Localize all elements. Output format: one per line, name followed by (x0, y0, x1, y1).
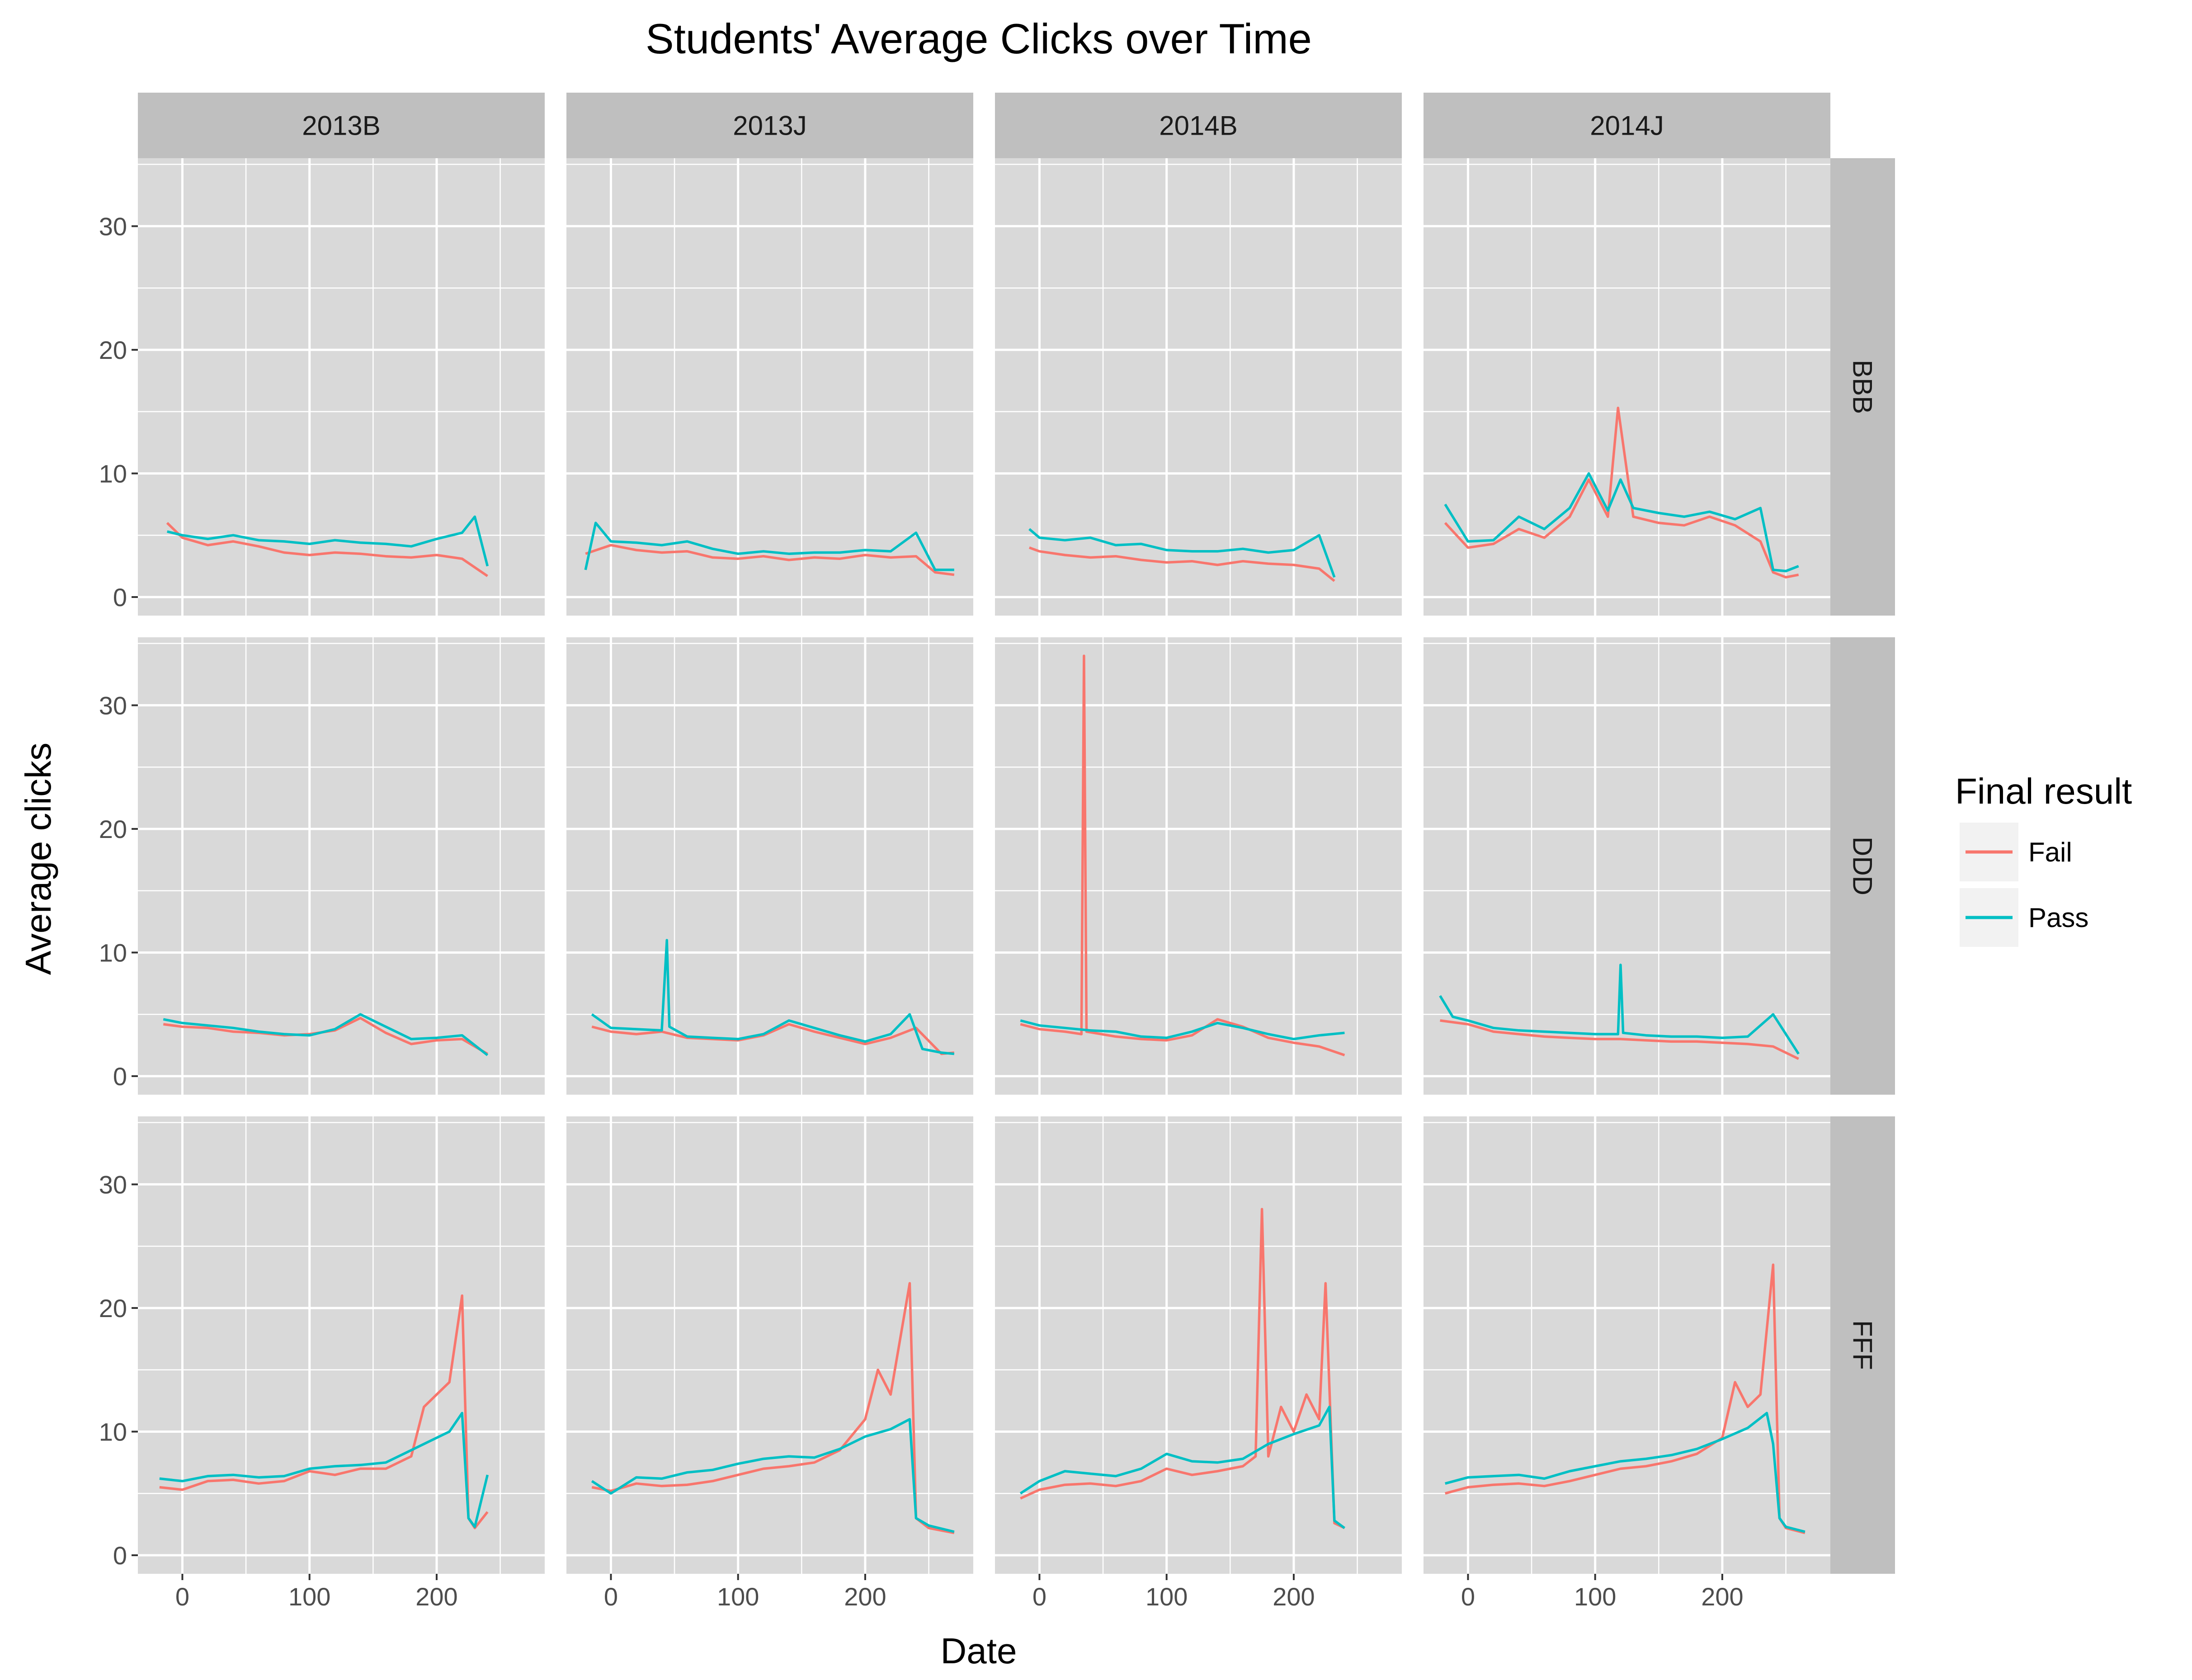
panel-fff-2014b (995, 1116, 1402, 1574)
x-tick-label: 0 (604, 1582, 618, 1611)
column-strip-label-2014j: 2014J (1590, 111, 1664, 141)
series-line-fail-bbb-2014b (1028, 546, 1335, 582)
series-line-fail-bbb-2013j (585, 544, 955, 576)
series-line-fail-fff-2013b (159, 1294, 489, 1529)
y-tick-label: 10 (99, 938, 127, 967)
series-line-pass-fff-2013j (591, 1418, 955, 1533)
series-line-fail-bbb-2014j (1444, 406, 1799, 579)
series-line-fail-fff-2014j (1445, 1263, 1805, 1534)
panel-fff-2013b-background (138, 1116, 545, 1574)
y-tick-label: 0 (113, 1541, 127, 1570)
y-tick-label: 10 (99, 459, 127, 488)
panel-ddd-2014b-background (995, 637, 1402, 1095)
panel-ddd-2013j (566, 637, 973, 1095)
row-strip-label-bbb: BBB (1848, 360, 1878, 414)
series-line-pass-ddd-2014j (1439, 964, 1800, 1055)
panel-fff-2014j (1424, 1116, 1830, 1574)
x-tick-label: 100 (1145, 1582, 1188, 1611)
x-tick-label: 100 (1574, 1582, 1616, 1611)
y-tick-label: 0 (113, 583, 127, 612)
row-strip-fff (1830, 1116, 1895, 1574)
legend-title: Final result (1955, 771, 2132, 811)
legend-label-fail: Fail (2028, 837, 2072, 867)
panel-ddd-2014j-background (1424, 637, 1830, 1095)
y-tick-label: 30 (99, 1170, 127, 1199)
x-tick-label: 200 (415, 1582, 457, 1611)
panel-bbb-2014b (995, 158, 1402, 616)
x-tick-label: 100 (717, 1582, 759, 1611)
legend-item-fail: Fail (1960, 823, 2072, 881)
y-tick-label: 10 (99, 1417, 127, 1446)
series-line-pass-fff-2013b (159, 1412, 489, 1528)
panel-ddd-2013b-background (138, 637, 545, 1095)
series-line-pass-bbb-2013b (167, 515, 489, 567)
column-strip-label-2013b: 2013B (302, 111, 381, 141)
legend-item-pass: Pass (1960, 888, 2088, 947)
series-line-fail-bbb-2013b (166, 522, 488, 577)
series-line-pass-ddd-2013b (163, 1013, 489, 1056)
series-line-fail-ddd-2014j (1440, 1019, 1799, 1060)
panel-bbb-2013b (138, 158, 545, 616)
x-tick-label: 200 (1701, 1582, 1743, 1611)
y-axis-title: Average clicks (18, 743, 58, 975)
chart-title: Students' Average Clicks over Time (646, 15, 1312, 62)
x-tick-label: 0 (175, 1582, 189, 1611)
y-tick-label: 30 (99, 212, 127, 240)
panel-fff-2013b (138, 1116, 545, 1574)
x-tick-label: 0 (1461, 1582, 1475, 1611)
legend-label-pass: Pass (2028, 903, 2088, 933)
column-strip-label-2014b: 2014B (1159, 111, 1238, 141)
column-strip-label-2013j: 2013J (733, 111, 806, 141)
row-strip-bbb (1830, 158, 1895, 616)
column-strip-2014b (995, 93, 1402, 158)
legend: Final result Fail Pass (1955, 771, 2132, 947)
panel-fff-2013j (566, 1116, 973, 1574)
row-strip-label-fff: FFF (1848, 1320, 1878, 1370)
series-line-fail-fff-2013j (591, 1282, 955, 1534)
x-tick-label: 200 (1273, 1582, 1315, 1611)
panel-ddd-2014b (995, 637, 1402, 1095)
y-tick-label: 20 (99, 1294, 127, 1322)
y-tick-label: 0 (113, 1062, 127, 1091)
panels-layer: 2013B 2013J 2014B 2014J BBB DDD FFF 0 10 20 30 0 10 2… (99, 93, 1895, 1611)
panel-bbb-2014j (1424, 158, 1830, 616)
row-strip-ddd (1830, 637, 1895, 1095)
panel-bbb-2013j (566, 158, 973, 616)
series-line-pass-ddd-2013j (591, 939, 955, 1055)
series-line-pass-fff-2014j (1445, 1412, 1805, 1533)
row-strip-label-ddd: DDD (1848, 837, 1878, 895)
panel-fff-2013j-background (566, 1116, 973, 1574)
y-tick-label: 20 (99, 815, 127, 843)
x-tick-label: 100 (288, 1582, 330, 1611)
series-line-pass-bbb-2014b (1028, 528, 1336, 578)
series-line-pass-bbb-2014j (1444, 472, 1799, 573)
column-strip-2013b (138, 93, 545, 158)
x-tick-label: 0 (1032, 1582, 1047, 1611)
x-axis-title: Date (941, 1631, 1017, 1671)
series-line-pass-ddd-2014b (1020, 1019, 1345, 1040)
panel-ddd-2013b (138, 637, 545, 1095)
series-line-fail-ddd-2013j (591, 1023, 955, 1055)
x-tick-label: 200 (844, 1582, 886, 1611)
series-line-pass-fff-2014b (1019, 1406, 1346, 1529)
y-tick-label: 20 (99, 336, 127, 364)
series-line-fail-ddd-2014b (1020, 654, 1345, 1057)
series-line-fail-fff-2014b (1020, 1208, 1345, 1529)
series-line-pass-bbb-2013j (584, 522, 954, 571)
column-strip-2013j (566, 93, 973, 158)
panel-ddd-2014j (1424, 637, 1830, 1095)
column-strip-2014j (1424, 93, 1830, 158)
panel-fff-2014j-background (1424, 1116, 1830, 1574)
y-tick-label: 30 (99, 691, 127, 720)
